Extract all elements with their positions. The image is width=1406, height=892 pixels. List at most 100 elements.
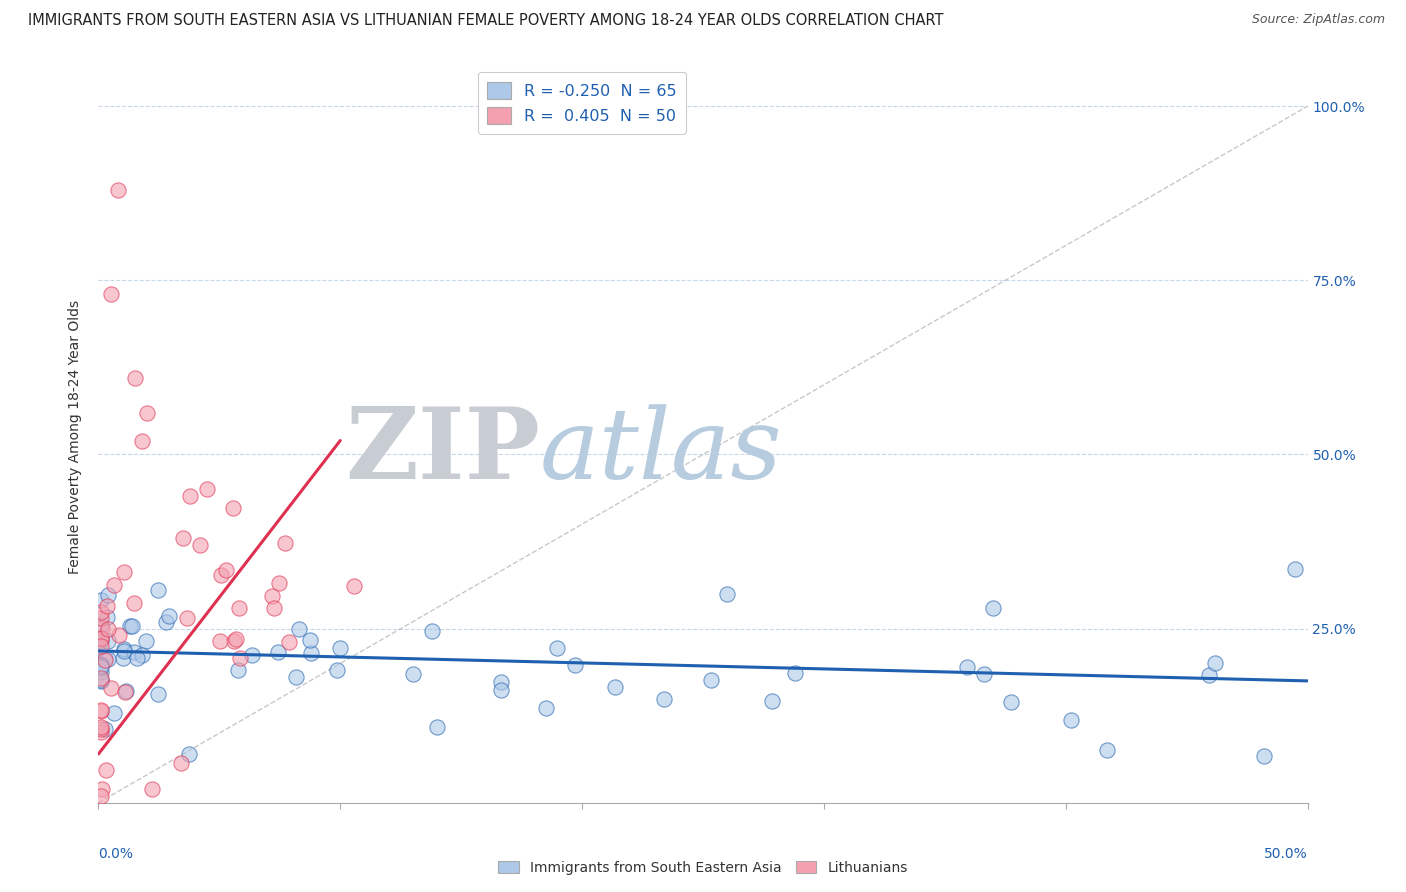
Point [172, 531, 194, 545]
Text: Source: ZipAtlas.com: Source: ZipAtlas.com [1251, 13, 1385, 27]
Point [112, 644, 135, 658]
Point [112, 565, 135, 579]
Point [122, 596, 145, 610]
Point [170, 756, 193, 771]
Point [111, 650, 134, 665]
Point [1095, 742, 1118, 756]
Point [108, 628, 131, 642]
Point [278, 634, 301, 648]
Point [716, 587, 738, 601]
Point [1198, 668, 1220, 682]
Point [94, 722, 117, 736]
Point [90, 724, 112, 739]
Point [90, 632, 112, 647]
Legend: R = -0.250  N = 65, R =  0.405  N = 50: R = -0.250 N = 65, R = 0.405 N = 50 [478, 72, 686, 134]
Point [209, 568, 232, 582]
Point [148, 687, 170, 701]
Point [491, 675, 513, 690]
Point [90, 720, 112, 734]
Point [228, 600, 250, 615]
Text: ZIP: ZIP [344, 403, 540, 500]
Point [226, 663, 249, 677]
Point [783, 666, 806, 681]
Point [90, 631, 112, 645]
Point [195, 483, 218, 497]
Point [1253, 748, 1275, 763]
Point [97, 652, 120, 666]
Y-axis label: Female Poverty Among 18-24 Year Olds: Female Poverty Among 18-24 Year Olds [69, 300, 83, 574]
Point [546, 641, 568, 656]
Point [90, 610, 112, 624]
Point [94, 653, 117, 667]
Point [97, 634, 120, 648]
Point [96, 599, 118, 614]
Point [274, 536, 297, 550]
Point [981, 600, 1004, 615]
Point [90, 660, 112, 674]
Point [90, 633, 112, 648]
Text: 0.0%: 0.0% [98, 847, 134, 861]
Point [115, 684, 138, 698]
Point [90, 593, 112, 607]
Point [228, 650, 250, 665]
Point [420, 624, 443, 638]
Point [146, 582, 169, 597]
Point [1000, 696, 1022, 710]
Point [155, 615, 177, 629]
Point [135, 633, 157, 648]
Point [1204, 657, 1226, 671]
Point [122, 645, 145, 659]
Point [603, 681, 626, 695]
Point [188, 538, 211, 552]
Text: 50.0%: 50.0% [1264, 847, 1308, 861]
Point [298, 632, 321, 647]
Point [90, 673, 112, 688]
Point [90, 618, 112, 632]
Point [100, 681, 122, 696]
Point [329, 640, 352, 655]
Point [94, 764, 117, 778]
Text: atlas: atlas [540, 404, 783, 500]
Point [260, 589, 283, 603]
Point [285, 670, 308, 684]
Point [157, 609, 180, 624]
Point [209, 634, 232, 648]
Point [90, 673, 112, 687]
Point [1284, 562, 1306, 576]
Point [90, 657, 112, 672]
Point [700, 673, 723, 687]
Point [240, 648, 263, 662]
Point [761, 693, 783, 707]
Point [127, 651, 149, 665]
Point [103, 706, 125, 720]
Point [90, 631, 112, 645]
Point [267, 645, 290, 659]
Point [176, 611, 198, 625]
Point [97, 588, 120, 602]
Point [90, 657, 112, 672]
Point [90, 782, 112, 797]
Point [325, 663, 347, 677]
Point [121, 619, 143, 633]
Point [179, 489, 201, 503]
Point [1060, 713, 1083, 727]
Point [120, 618, 142, 632]
Point [114, 685, 136, 699]
Point [215, 563, 238, 577]
Point [90, 621, 112, 635]
Point [90, 723, 112, 737]
Point [299, 646, 322, 660]
Point [402, 666, 425, 681]
Point [90, 703, 112, 717]
Point [131, 648, 153, 663]
Point [956, 659, 979, 673]
Point [124, 371, 146, 385]
Point [263, 600, 285, 615]
Point [221, 501, 243, 516]
Point [652, 691, 675, 706]
Point [103, 578, 125, 592]
Text: IMMIGRANTS FROM SOUTH EASTERN ASIA VS LITHUANIAN FEMALE POVERTY AMONG 18-24 YEAR: IMMIGRANTS FROM SOUTH EASTERN ASIA VS LI… [28, 13, 943, 29]
Point [90, 665, 112, 679]
Point [288, 622, 311, 636]
Point [141, 781, 163, 796]
